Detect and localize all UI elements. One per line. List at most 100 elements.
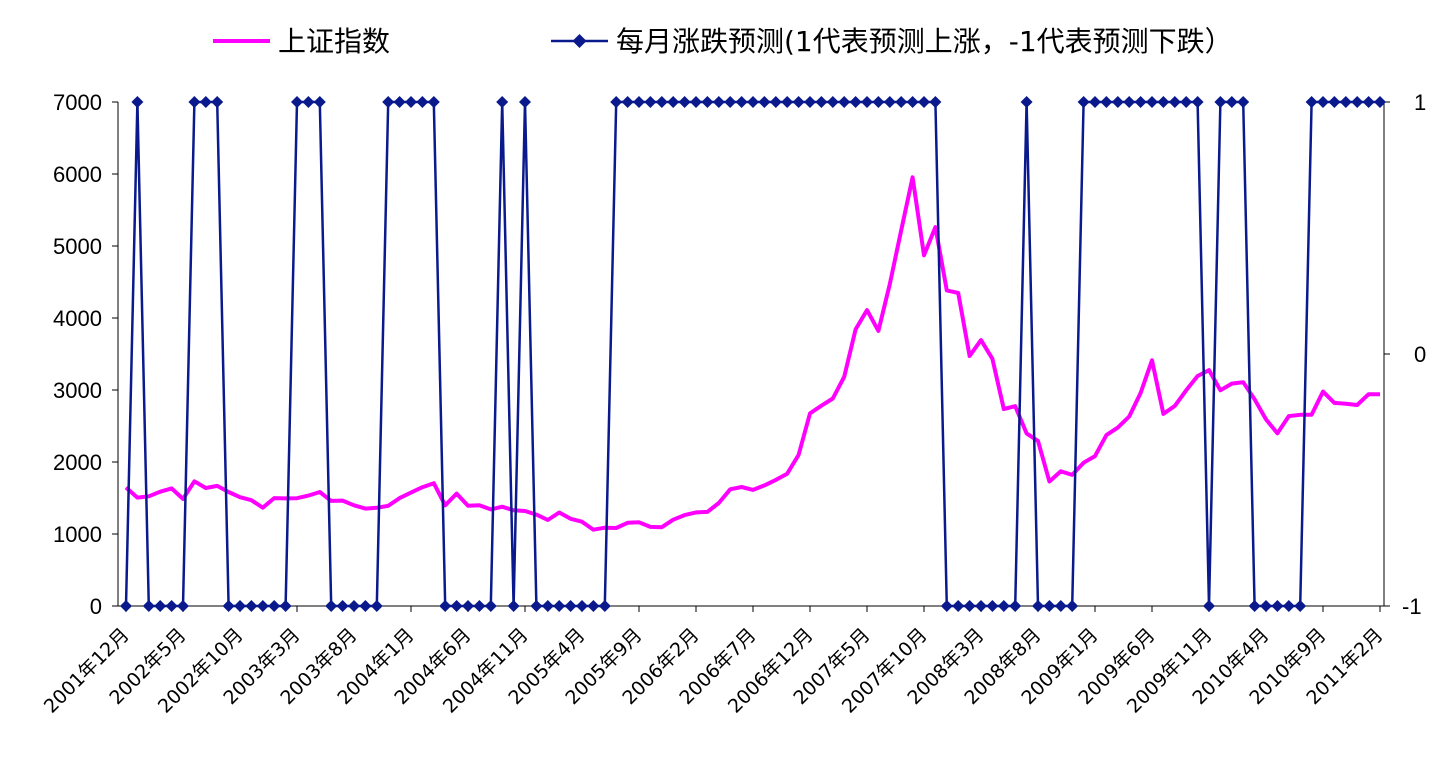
forecast-point bbox=[769, 96, 782, 108]
forecast-point bbox=[1248, 600, 1261, 612]
forecast-point bbox=[1157, 96, 1170, 108]
forecast-point bbox=[541, 600, 554, 612]
y-left-tick-label: 1000 bbox=[53, 522, 102, 547]
forecast-point bbox=[975, 600, 987, 612]
forecast-point bbox=[667, 96, 680, 108]
series-line-forecast bbox=[124, 100, 1380, 608]
forecast-point bbox=[245, 600, 258, 612]
forecast-point bbox=[199, 96, 212, 108]
forecast-point bbox=[427, 96, 440, 108]
forecast-point bbox=[279, 600, 292, 612]
forecast-point bbox=[1146, 96, 1158, 108]
forecast-point bbox=[1374, 96, 1386, 108]
forecast-point bbox=[154, 600, 167, 612]
forecast-point bbox=[188, 96, 201, 108]
forecast-point bbox=[1362, 96, 1375, 108]
y-left-tick-label: 6000 bbox=[53, 162, 102, 187]
legend-label-forecast: 每月涨跌预测(1代表预测上涨，-1代表预测下跌） bbox=[616, 25, 1233, 58]
series-line-index bbox=[124, 175, 1380, 532]
forecast-point bbox=[826, 96, 839, 108]
forecast-point bbox=[1237, 96, 1250, 108]
y-left-tick-label: 5000 bbox=[53, 234, 102, 259]
forecast-point bbox=[895, 96, 908, 108]
forecast-point bbox=[553, 600, 566, 612]
forecast-point bbox=[587, 600, 600, 612]
forecast-point bbox=[1282, 600, 1295, 612]
forecast-point bbox=[211, 96, 224, 108]
forecast-point bbox=[792, 96, 805, 108]
forecast-point bbox=[929, 96, 942, 108]
forecast-point bbox=[644, 96, 657, 108]
y-right-tick-label: 1 bbox=[1414, 90, 1426, 115]
forecast-point bbox=[439, 600, 452, 612]
y-right-tick-label: -1 bbox=[1402, 594, 1422, 619]
legend-label-index: 上证指数 bbox=[278, 25, 390, 58]
forecast-point bbox=[370, 600, 383, 612]
forecast-point bbox=[496, 96, 509, 108]
forecast-point bbox=[1168, 96, 1181, 108]
series-forecast bbox=[120, 96, 1386, 612]
y-left-tick-label: 3000 bbox=[53, 378, 102, 403]
forecast-point bbox=[348, 600, 360, 612]
forecast-point bbox=[1123, 96, 1136, 108]
forecast-point bbox=[963, 600, 976, 612]
forecast-point bbox=[598, 600, 611, 612]
forecast-point bbox=[359, 600, 372, 612]
forecast-point bbox=[1351, 96, 1364, 108]
forecast-point bbox=[268, 600, 281, 612]
forecast-point bbox=[416, 96, 429, 108]
forecast-point bbox=[131, 96, 144, 108]
forecast-point bbox=[1339, 96, 1352, 108]
y-left-tick-label: 0 bbox=[90, 594, 102, 619]
forecast-point bbox=[1328, 96, 1341, 108]
forecast-point bbox=[1043, 600, 1056, 612]
forecast-point bbox=[1260, 600, 1272, 612]
forecast-point bbox=[405, 96, 417, 108]
forecast-point bbox=[256, 600, 269, 612]
forecast-point bbox=[952, 600, 965, 612]
y-right-tick-label: 0 bbox=[1414, 342, 1426, 367]
forecast-point bbox=[450, 600, 463, 612]
forecast-point bbox=[291, 96, 303, 108]
forecast-point bbox=[621, 96, 634, 108]
forecast-point bbox=[849, 96, 862, 108]
forecast-point bbox=[507, 600, 520, 612]
forecast-point bbox=[302, 96, 315, 108]
forecast-point bbox=[393, 96, 406, 108]
forecast-point bbox=[690, 96, 702, 108]
forecast-point bbox=[234, 600, 246, 612]
forecast-point bbox=[576, 600, 588, 612]
forecast-point bbox=[1100, 96, 1113, 108]
forecast-point bbox=[142, 600, 155, 612]
forecast-point bbox=[678, 96, 691, 108]
forecast-point bbox=[701, 96, 714, 108]
forecast-point bbox=[735, 96, 748, 108]
forecast-point bbox=[1134, 96, 1147, 108]
forecast-point bbox=[1077, 96, 1090, 108]
forecast-point bbox=[1180, 96, 1193, 108]
y-left-tick-label: 4000 bbox=[53, 306, 102, 331]
forecast-point bbox=[838, 96, 851, 108]
forecast-point bbox=[1225, 96, 1238, 108]
forecast-point bbox=[1271, 600, 1284, 612]
forecast-point bbox=[1111, 96, 1124, 108]
forecast-point bbox=[1214, 96, 1227, 108]
legend: 上证指数 每月涨跌预测(1代表预测上涨，-1代表预测下跌） bbox=[213, 25, 1233, 58]
forecast-point bbox=[177, 600, 189, 612]
forecast-point bbox=[804, 96, 816, 108]
forecast-point bbox=[530, 600, 543, 612]
forecast-point bbox=[712, 96, 725, 108]
forecast-point bbox=[325, 600, 338, 612]
forecast-point bbox=[861, 96, 873, 108]
forecast-point bbox=[1317, 96, 1329, 108]
forecast-point bbox=[165, 600, 178, 612]
forecast-point bbox=[473, 600, 486, 612]
forecast-point bbox=[883, 96, 896, 108]
forecast-point bbox=[633, 96, 645, 108]
forecast-point bbox=[940, 600, 953, 612]
forecast-point bbox=[986, 600, 999, 612]
forecast-point bbox=[724, 96, 737, 108]
forecast-point bbox=[815, 96, 828, 108]
